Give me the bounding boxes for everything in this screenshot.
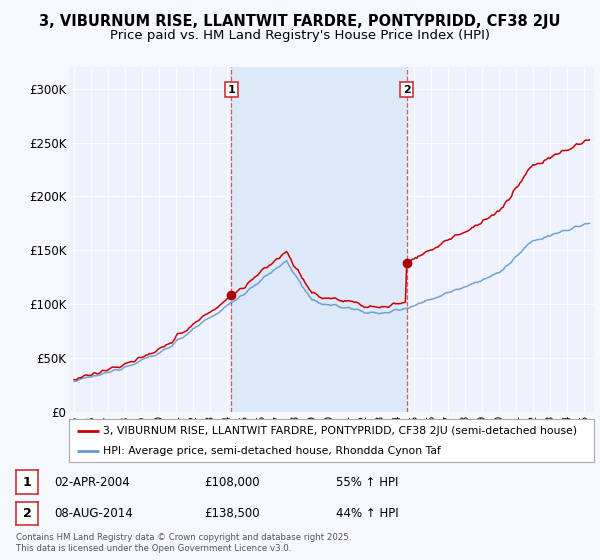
Text: HPI: Average price, semi-detached house, Rhondda Cynon Taf: HPI: Average price, semi-detached house,… xyxy=(103,446,441,455)
Bar xyxy=(231,67,407,412)
Text: 02-APR-2004: 02-APR-2004 xyxy=(54,475,130,489)
Text: 1: 1 xyxy=(23,475,31,489)
Text: 55% ↑ HPI: 55% ↑ HPI xyxy=(336,475,398,489)
Text: 3, VIBURNUM RISE, LLANTWIT FARDRE, PONTYPRIDD, CF38 2JU (semi-detached house): 3, VIBURNUM RISE, LLANTWIT FARDRE, PONTY… xyxy=(103,426,577,436)
Text: 08-AUG-2014: 08-AUG-2014 xyxy=(54,507,133,520)
Text: 44% ↑ HPI: 44% ↑ HPI xyxy=(336,507,398,520)
Text: 2: 2 xyxy=(403,85,410,95)
Text: Price paid vs. HM Land Registry's House Price Index (HPI): Price paid vs. HM Land Registry's House … xyxy=(110,29,490,42)
Text: 3, VIBURNUM RISE, LLANTWIT FARDRE, PONTYPRIDD, CF38 2JU: 3, VIBURNUM RISE, LLANTWIT FARDRE, PONTY… xyxy=(39,14,561,29)
Text: £108,000: £108,000 xyxy=(204,475,260,489)
Text: Contains HM Land Registry data © Crown copyright and database right 2025.
This d: Contains HM Land Registry data © Crown c… xyxy=(16,533,351,553)
Text: £138,500: £138,500 xyxy=(204,507,260,520)
Text: 2: 2 xyxy=(23,507,31,520)
Text: 1: 1 xyxy=(227,85,235,95)
